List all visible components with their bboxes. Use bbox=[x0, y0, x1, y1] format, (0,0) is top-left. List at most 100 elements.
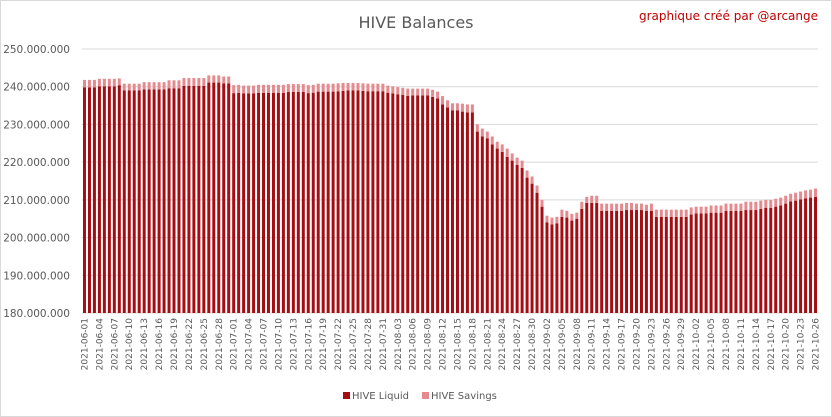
bar-hive-savings bbox=[391, 86, 395, 94]
bar-hive-liquid bbox=[684, 216, 688, 313]
bar-hive-liquid bbox=[87, 87, 91, 314]
bar-hive-liquid bbox=[704, 213, 708, 313]
bar-hive-liquid bbox=[525, 177, 529, 313]
bar-hive-savings bbox=[495, 141, 499, 149]
bar-hive-liquid bbox=[291, 91, 295, 313]
bar-hive-savings bbox=[341, 82, 345, 91]
bar-hive-savings bbox=[301, 84, 305, 92]
bar-hive-liquid bbox=[237, 92, 241, 314]
bar-hive-liquid bbox=[714, 212, 718, 313]
bar-hive-savings bbox=[460, 103, 464, 112]
x-tick-label: 2021-08-27 bbox=[513, 318, 523, 370]
bar-hive-savings bbox=[276, 84, 280, 93]
bar-hive-savings bbox=[371, 83, 375, 92]
x-tick-label: 2021-08-18 bbox=[468, 318, 478, 371]
bar-hive-liquid bbox=[281, 92, 285, 314]
bar-hive-liquid bbox=[386, 92, 390, 314]
bar-hive-savings bbox=[580, 201, 584, 209]
x-tick-label: 2021-10-02 bbox=[692, 318, 702, 370]
bar-hive-savings bbox=[769, 199, 773, 208]
bar-hive-liquid bbox=[794, 200, 798, 313]
y-tick-label: 180.000.000 bbox=[3, 308, 70, 320]
bar-hive-liquid bbox=[460, 111, 464, 313]
bar-hive-savings bbox=[724, 203, 728, 211]
bar-hive-liquid bbox=[545, 222, 549, 313]
bar-hive-savings bbox=[366, 83, 370, 92]
bar-hive-liquid bbox=[157, 89, 161, 314]
x-tick-label: 2021-06-13 bbox=[140, 318, 150, 370]
bar-hive-savings bbox=[147, 82, 151, 90]
bar-hive-savings bbox=[654, 209, 658, 217]
bar-hive-savings bbox=[704, 206, 708, 214]
bar-hive-savings bbox=[356, 82, 360, 91]
bar-hive-liquid bbox=[580, 208, 584, 313]
y-tick-label: 230.000.000 bbox=[3, 119, 70, 131]
bar-hive-liquid bbox=[759, 208, 763, 313]
legend: HIVE Liquid HIVE Savings bbox=[343, 391, 497, 402]
bar-hive-savings bbox=[500, 144, 504, 152]
bar-hive-liquid bbox=[227, 83, 231, 313]
bar-hive-liquid bbox=[262, 92, 266, 314]
bar-hive-liquid bbox=[321, 91, 325, 313]
bar-hive-liquid bbox=[625, 210, 629, 313]
y-tick-label: 210.000.000 bbox=[3, 195, 70, 207]
bar-hive-savings bbox=[222, 76, 226, 84]
x-tick-label: 2021-07-10 bbox=[274, 318, 284, 371]
bar-hive-liquid bbox=[470, 112, 474, 313]
bar-hive-liquid bbox=[734, 210, 738, 313]
bar-hive-liquid bbox=[699, 213, 703, 313]
bar-hive-liquid bbox=[182, 85, 186, 314]
bar-hive-liquid bbox=[242, 93, 246, 313]
bar-hive-liquid bbox=[411, 95, 415, 313]
bar-hive-savings bbox=[361, 83, 365, 91]
x-tick-label: 2021-07-28 bbox=[364, 318, 374, 371]
bar-hive-savings bbox=[610, 203, 614, 211]
bar-hive-savings bbox=[107, 78, 111, 87]
bar-hive-liquid bbox=[744, 210, 748, 313]
y-tick-label: 240.000.000 bbox=[3, 82, 70, 94]
x-tick-label: 2021-09-26 bbox=[662, 318, 672, 371]
bar-hive-liquid bbox=[252, 93, 256, 313]
bar-hive-savings bbox=[177, 80, 181, 89]
bar-hive-savings bbox=[694, 206, 698, 214]
bar-hive-liquid bbox=[560, 216, 564, 313]
bar-hive-savings bbox=[311, 84, 315, 93]
bar-hive-savings bbox=[515, 157, 519, 165]
x-tick-label: 2021-10-05 bbox=[707, 318, 717, 370]
bar-hive-savings bbox=[804, 190, 808, 199]
bar-hive-savings bbox=[550, 217, 554, 225]
bar-hive-savings bbox=[376, 83, 380, 92]
bars bbox=[82, 75, 818, 314]
bar-hive-savings bbox=[167, 80, 171, 89]
bar-hive-liquid bbox=[102, 86, 106, 313]
bar-hive-savings bbox=[684, 209, 688, 217]
bar-hive-savings bbox=[490, 136, 494, 145]
bar-hive-liquid bbox=[396, 94, 400, 313]
bar-hive-savings bbox=[709, 205, 713, 213]
bar-hive-liquid bbox=[669, 216, 673, 313]
bar-hive-liquid bbox=[689, 214, 693, 313]
bar-hive-savings bbox=[326, 83, 330, 92]
bar-hive-liquid bbox=[366, 91, 370, 314]
bar-hive-savings bbox=[689, 207, 693, 215]
bar-hive-liquid bbox=[92, 87, 96, 314]
x-tick-label: 2021-06-19 bbox=[170, 318, 180, 371]
bar-hive-savings bbox=[127, 83, 131, 91]
bar-hive-savings bbox=[232, 85, 236, 94]
bar-hive-savings bbox=[520, 160, 524, 168]
bar-hive-liquid bbox=[127, 90, 131, 313]
x-tick-label: 2021-09-14 bbox=[603, 318, 613, 371]
bar-hive-liquid bbox=[441, 104, 445, 313]
bar-hive-savings bbox=[620, 203, 624, 211]
y-tick-label: 250.000.000 bbox=[3, 44, 70, 56]
bar-hive-liquid bbox=[719, 212, 723, 313]
bar-hive-savings bbox=[137, 83, 141, 91]
bar-hive-savings bbox=[669, 209, 673, 217]
bar-hive-savings bbox=[117, 78, 121, 86]
bar-hive-liquid bbox=[600, 210, 604, 313]
bar-hive-liquid bbox=[495, 148, 499, 313]
bar-hive-liquid bbox=[271, 92, 275, 314]
bar-hive-savings bbox=[227, 76, 231, 84]
bar-hive-savings bbox=[510, 153, 514, 161]
x-tick-label: 2021-08-09 bbox=[424, 318, 434, 371]
